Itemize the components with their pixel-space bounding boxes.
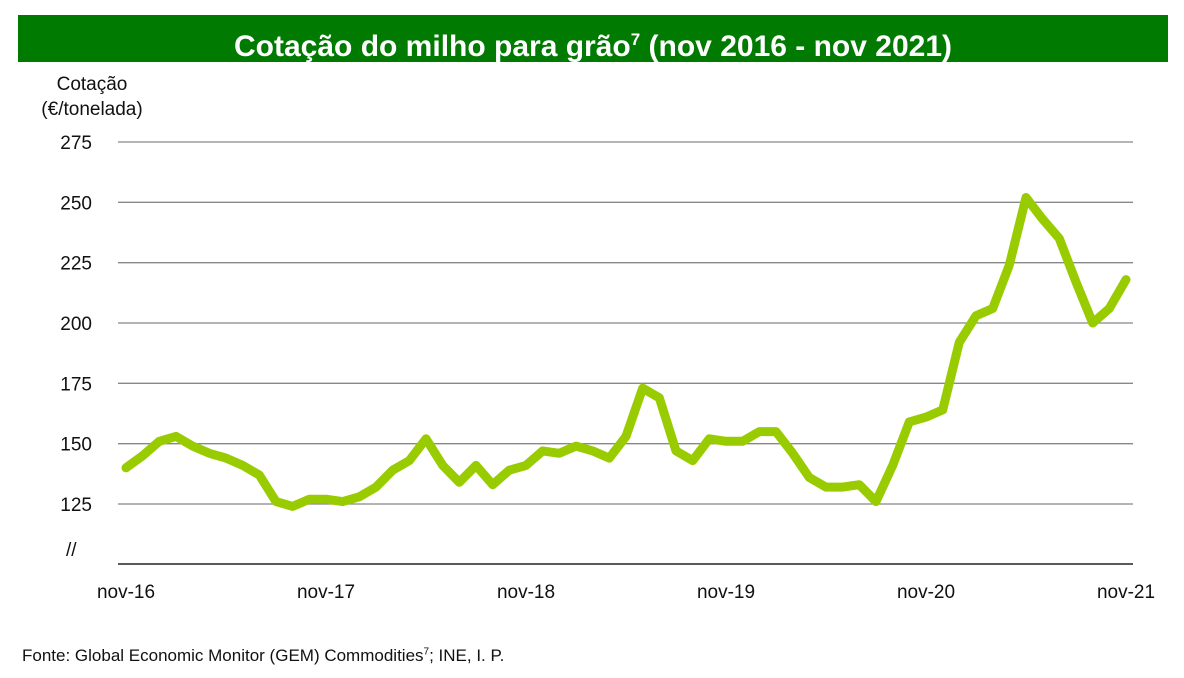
y-tick-label: 150 [60, 435, 92, 456]
axis-break-mark: // [66, 540, 77, 561]
y-axis-label-line2: (€/tonelada) [41, 99, 143, 120]
y-axis-label: Cotação (€/tonelada) [22, 72, 162, 122]
source-note: Fonte: Global Economic Monitor (GEM) Com… [22, 646, 504, 666]
y-tick-label: 200 [60, 314, 92, 335]
y-tick-label: 175 [60, 374, 92, 395]
source-suffix: ; INE, I. P. [429, 646, 505, 665]
x-tick-label: nov-21 [1097, 582, 1155, 603]
chart-title: Cotação do milho para grão7 (nov 2016 - … [18, 15, 1168, 63]
source-text: Fonte: Global Economic Monitor (GEM) Com… [22, 646, 424, 665]
title-footnote: 7 [630, 30, 641, 49]
y-tick-label: 250 [60, 193, 92, 214]
x-tick-label: nov-20 [897, 582, 955, 603]
x-tick-label: nov-16 [97, 582, 155, 603]
series-line-cotacao [121, 193, 1131, 511]
source-footnote: 7 [423, 646, 430, 658]
title-text: Cotação do milho para grão [234, 30, 631, 63]
x-tick-label: nov-18 [497, 582, 555, 603]
x-tick-label: nov-17 [297, 582, 355, 603]
y-tick-label: 275 [60, 133, 92, 154]
title-period: (nov 2016 - nov 2021) [640, 30, 952, 63]
y-axis-label-line1: Cotação [56, 74, 128, 95]
y-tick-label: 125 [60, 495, 92, 516]
x-tick-label: nov-19 [697, 582, 755, 603]
y-tick-label: 225 [60, 254, 92, 275]
